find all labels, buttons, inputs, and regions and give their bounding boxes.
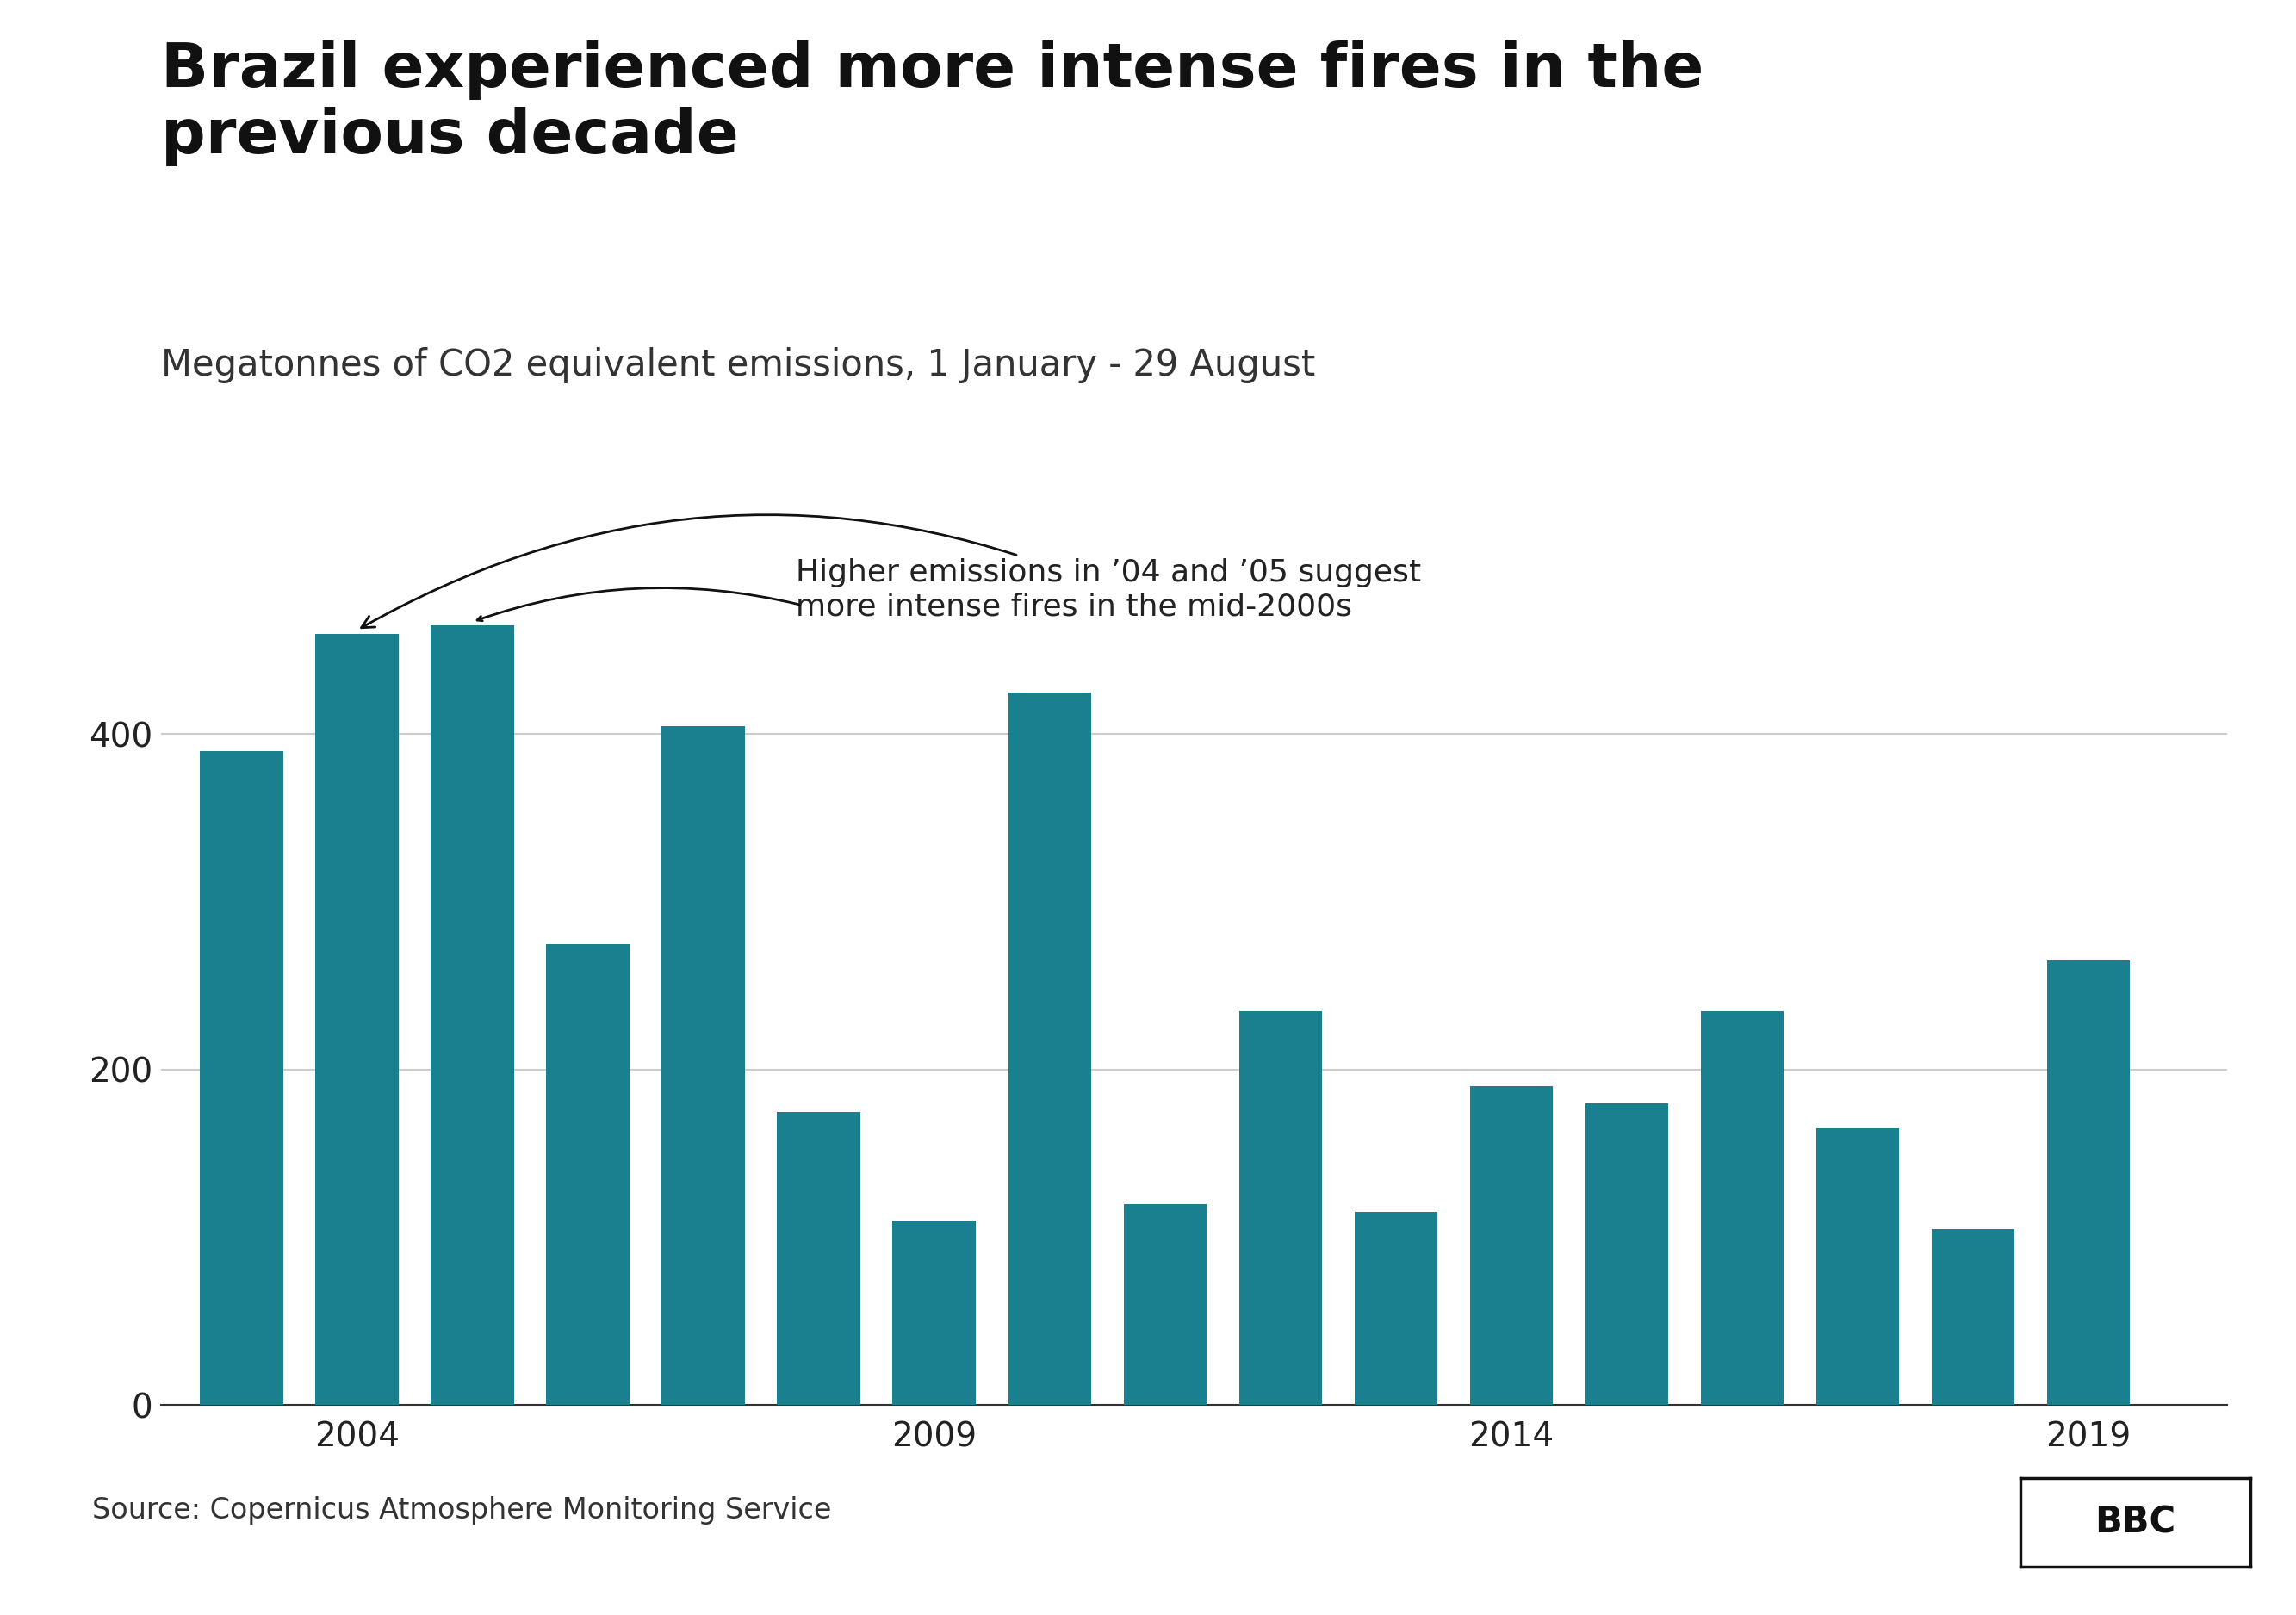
Bar — [661, 725, 744, 1405]
Bar — [1931, 1229, 2014, 1405]
Bar — [776, 1111, 861, 1405]
Bar — [1008, 693, 1091, 1405]
Bar — [1701, 1011, 1784, 1405]
Bar — [1584, 1103, 1669, 1405]
Text: BBC: BBC — [2094, 1504, 2177, 1541]
Bar — [432, 625, 514, 1405]
Bar — [893, 1221, 976, 1405]
Bar — [2048, 961, 2131, 1405]
Text: Source: Copernicus Atmosphere Monitoring Service: Source: Copernicus Atmosphere Monitoring… — [92, 1495, 831, 1525]
Text: Higher emissions in ’04 and ’05 suggest
more intense fires in the mid-2000s: Higher emissions in ’04 and ’05 suggest … — [360, 515, 1421, 628]
Bar — [200, 751, 282, 1405]
Text: Brazil experienced more intense fires in the
previous decade: Brazil experienced more intense fires in… — [161, 40, 1704, 166]
Bar — [1816, 1129, 1899, 1405]
Text: Megatonnes of CO2 equivalent emissions, 1 January - 29 August: Megatonnes of CO2 equivalent emissions, … — [161, 347, 1316, 383]
Bar — [1355, 1213, 1437, 1405]
Bar — [1123, 1203, 1208, 1405]
Bar — [315, 633, 400, 1405]
Bar — [1240, 1011, 1322, 1405]
Bar — [546, 943, 629, 1405]
Bar — [1469, 1087, 1552, 1405]
